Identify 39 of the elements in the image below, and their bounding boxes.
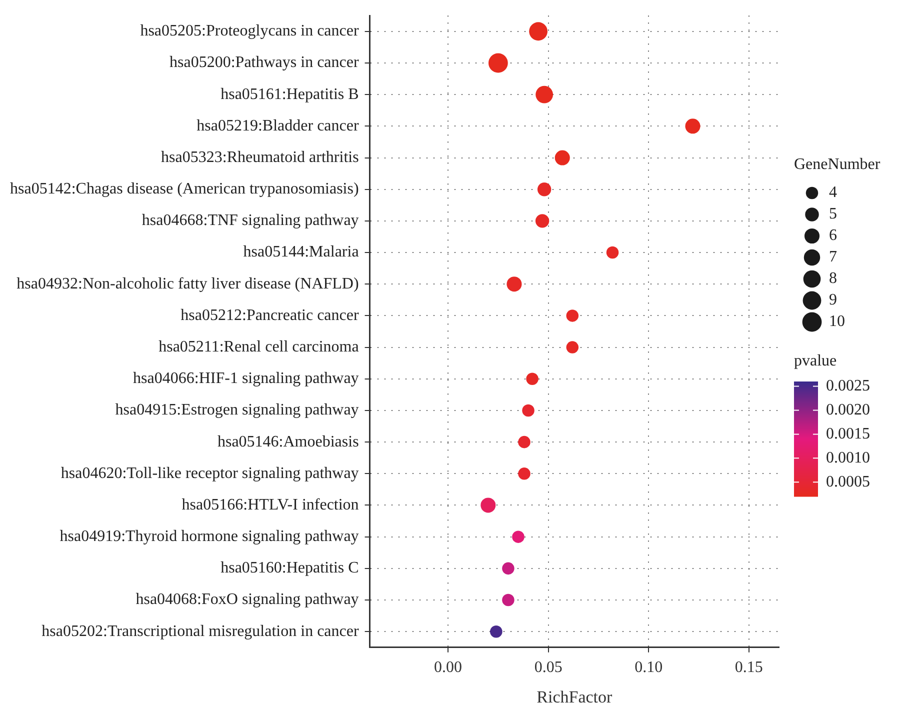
y-tick-label: hsa05219:Bladder cancer: [196, 117, 360, 134]
y-tick-label: hsa04620:Toll-like receptor signaling pathway: [60, 464, 359, 482]
legend-label: 7: [829, 248, 837, 266]
y-tick-label: hsa05146:Amoebiasis: [217, 433, 359, 450]
x-tick-label: 0.05: [534, 659, 562, 676]
legend-label: 6: [829, 227, 837, 244]
color-bar-label: 0.0005: [826, 473, 870, 490]
y-tick-label: hsa05142:Chagas disease (American trypanosomiasis): [10, 180, 359, 198]
y-tick-label: hsa05160:Hepatitis C: [220, 560, 359, 577]
legend-label: 4: [829, 184, 837, 202]
legend-label: 5: [829, 206, 837, 223]
x-tick-label: 0.00: [434, 659, 462, 676]
color-bar-label: 0.0015: [826, 425, 870, 442]
y-tick-label: hsa04066:HIF-1 signaling pathway: [133, 370, 359, 388]
y-tick-label: hsa04068:FoxO signaling pathway: [136, 591, 359, 608]
y-tick-label: hsa04668:TNF signaling pathway: [142, 212, 359, 230]
color-bar-title: pvalue: [794, 352, 837, 370]
y-tick-label: hsa05161:Hepatitis B: [220, 86, 359, 103]
legend-label: 8: [829, 270, 837, 288]
y-tick-label: hsa05166:HTLV-I infection: [182, 496, 359, 514]
y-tick-label: hsa05205:Proteoglycans in cancer: [140, 22, 360, 40]
x-tick-label: 0.15: [734, 659, 763, 676]
y-tick-label: hsa05144:Malaria: [243, 244, 359, 261]
color-bar-label: 0.0025: [826, 377, 870, 394]
y-tick-label: hsa05211:Renal cell carcinoma: [158, 338, 359, 356]
color-bar-label: 0.0020: [826, 401, 870, 418]
y-tick-label: hsa05212:Pancreatic cancer: [180, 306, 360, 324]
x-tick-label: 0.10: [634, 659, 663, 676]
y-tick-label: hsa05200:Pathways in cancer: [170, 54, 360, 72]
y-tick-label: hsa04932:Non-alcoholic fatty liver disease (NAFLD): [16, 275, 359, 292]
y-tick-label: hsa04915:Estrogen signaling pathway: [115, 402, 359, 419]
y-tick-label: hsa05323:Rheumatoid arthritis: [161, 148, 359, 166]
legend-label: 9: [829, 292, 837, 309]
legend-title: GeneNumber: [794, 156, 881, 174]
color-bar-label: 0.0010: [826, 449, 870, 466]
y-tick-label: hsa04919:Thyroid hormone signaling pathway: [60, 528, 359, 546]
y-tick-label: hsa05202:Transcriptional misregulation in cancer: [42, 622, 360, 640]
legend-label: 10: [829, 313, 845, 330]
x-axis-title: RichFactor: [536, 687, 613, 706]
